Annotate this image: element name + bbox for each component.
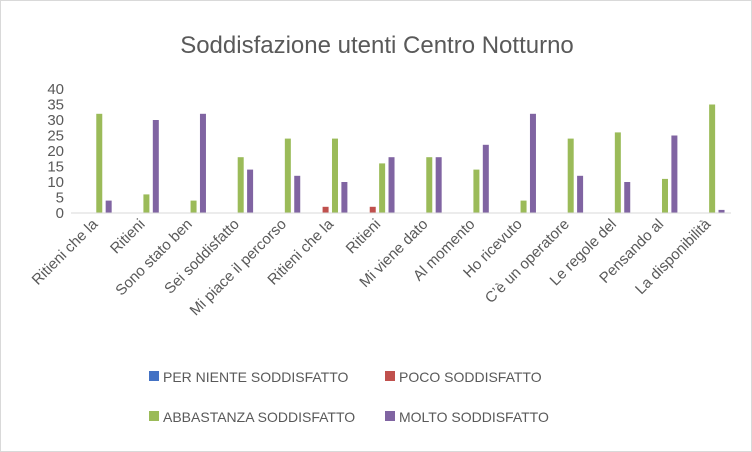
x-tick-label: Ritieni che la	[29, 215, 102, 288]
bar	[105, 200, 112, 213]
bar	[718, 209, 725, 213]
bar	[529, 113, 536, 213]
chart-title: Soddisfazione utenti Centro Notturno	[180, 32, 574, 59]
y-tick-label: 15	[47, 159, 64, 176]
bar	[482, 144, 489, 213]
bars	[96, 104, 725, 213]
bar	[284, 138, 291, 213]
legend-label: PER NIENTE SODDISFATTO	[163, 369, 349, 385]
bar	[237, 157, 244, 213]
x-tick-label: Ritieni	[343, 216, 384, 257]
bar	[322, 206, 329, 213]
y-tick-label: 10	[47, 174, 64, 191]
bar	[341, 182, 348, 213]
bar	[567, 138, 574, 213]
y-tick-label: 0	[56, 205, 64, 222]
bar	[614, 132, 621, 213]
legend-swatch	[149, 371, 159, 381]
bar	[520, 200, 527, 213]
bar	[661, 178, 668, 213]
bar	[473, 169, 480, 213]
bar	[435, 157, 442, 213]
y-tick-label: 20	[47, 143, 64, 160]
bar	[331, 138, 338, 213]
bar	[671, 135, 678, 213]
y-tick-label: 5	[56, 190, 64, 207]
bar	[143, 194, 150, 213]
bar	[96, 113, 103, 213]
bar	[199, 113, 206, 213]
y-tick-label: 40	[47, 81, 64, 98]
legend-label: POCO SODDISFATTO	[399, 369, 542, 385]
x-tick-label: Ritieni	[107, 216, 148, 257]
bar	[426, 157, 433, 213]
bar	[294, 175, 301, 213]
legend-swatch	[385, 411, 395, 421]
legend-label: ABBASTANZA SODDISFATTO	[163, 409, 355, 425]
bar	[709, 104, 716, 213]
y-tick-label: 35	[47, 97, 64, 114]
bar	[577, 175, 584, 213]
legend: PER NIENTE SODDISFATTO POCO SODDISFATTO AB…	[149, 369, 549, 425]
legend-label: MOLTO SODDISFATTO	[399, 409, 549, 425]
bar	[379, 163, 386, 213]
bar	[152, 120, 159, 213]
legend-swatch	[149, 411, 159, 421]
bar	[624, 182, 631, 213]
bar	[247, 169, 254, 213]
x-tick-label: C’è un operatore	[482, 216, 573, 307]
legend-swatch	[385, 371, 395, 381]
bar	[388, 157, 395, 213]
y-tick-label: 25	[47, 128, 64, 145]
bar	[190, 200, 197, 213]
y-tick-label: 30	[47, 112, 64, 129]
bar	[369, 206, 376, 213]
